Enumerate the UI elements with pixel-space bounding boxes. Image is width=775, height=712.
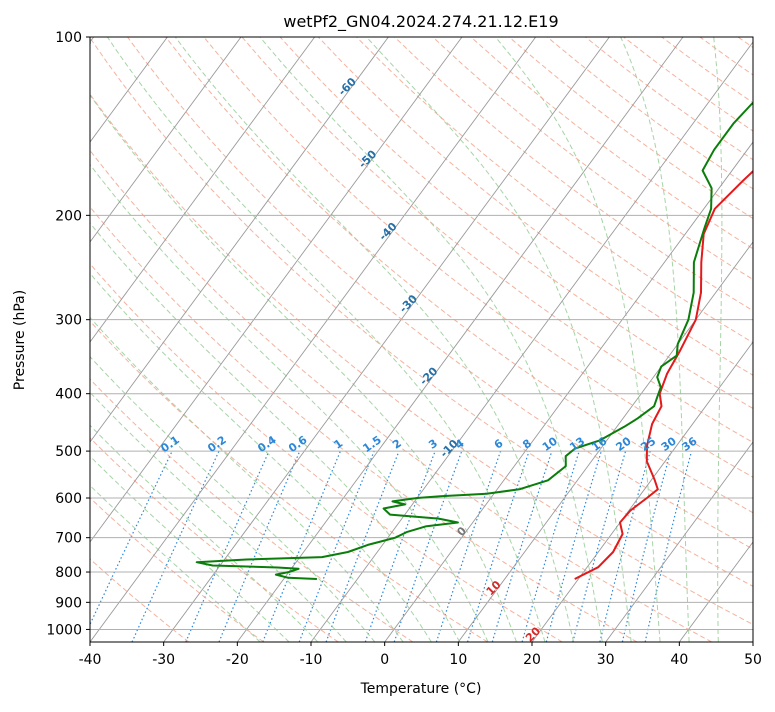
- y-axis-label: Pressure (hPa): [12, 290, 28, 390]
- x-tick-label: -10: [300, 652, 323, 668]
- chart-title: wetPf2_GN04.2024.274.21.12.E19: [283, 12, 558, 32]
- y-tick-label: 400: [55, 387, 82, 403]
- x-tick-label: -40: [79, 652, 102, 668]
- y-tick-label: 500: [55, 444, 82, 460]
- x-tick-label: 40: [670, 652, 688, 668]
- x-tick-label: -30: [152, 652, 175, 668]
- y-tick-label: 700: [55, 531, 82, 547]
- x-tick-label: 50: [744, 652, 762, 668]
- y-tick-label: 600: [55, 491, 82, 507]
- x-tick-label: 30: [597, 652, 615, 668]
- y-tick-label: 200: [55, 208, 82, 224]
- y-tick-label: 100: [55, 30, 82, 46]
- y-tick-label: 1000: [46, 622, 82, 638]
- x-tick-label: 10: [449, 652, 467, 668]
- y-tick-label: 800: [55, 565, 82, 581]
- x-tick-label: 0: [380, 652, 389, 668]
- y-tick-label: 900: [55, 595, 82, 611]
- x-axis-label: Temperature (°C): [360, 681, 482, 697]
- y-tick-label: 300: [55, 313, 82, 329]
- x-tick-label: 20: [523, 652, 541, 668]
- x-tick-label: -20: [226, 652, 249, 668]
